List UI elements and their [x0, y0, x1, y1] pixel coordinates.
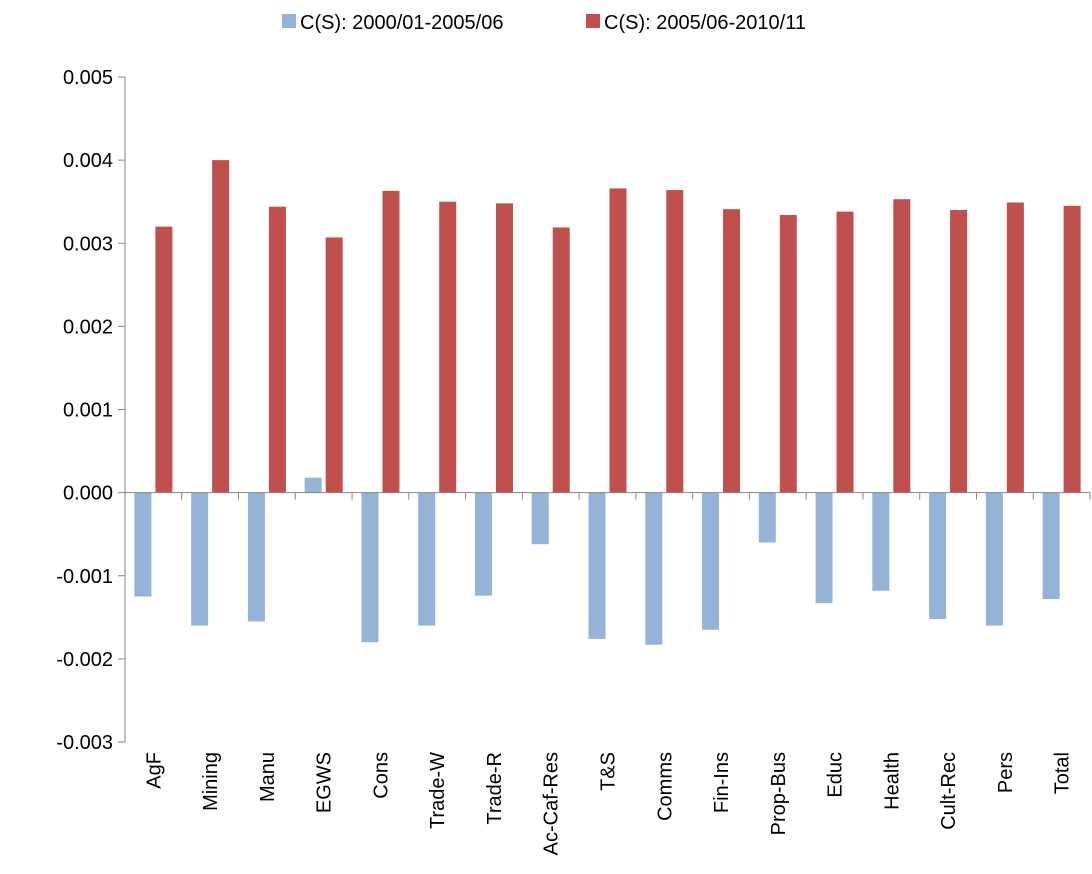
bar-series-2	[779, 214, 797, 493]
category-label: Cult-Rec	[938, 752, 960, 830]
y-tick-label: -0.003	[56, 732, 113, 754]
category-label: Manu	[257, 752, 279, 802]
category-label: Fin-Ins	[711, 752, 733, 813]
bar-series-1	[645, 492, 663, 645]
y-tick-label: 0.003	[63, 233, 113, 255]
category-label: Prop-Bus	[768, 752, 790, 835]
bar-series-1	[758, 492, 776, 543]
x-axis: AgF Mining Manu EGWS Cons Trade-W Trade-R Ac-Ca…	[124, 492, 1091, 855]
bar-series-1	[474, 492, 492, 596]
bar-series-1	[134, 492, 152, 597]
bar-series-2	[155, 226, 173, 493]
bar-series-2	[950, 210, 968, 493]
bar-series-2	[1006, 202, 1024, 493]
bar-series-1	[985, 492, 1003, 626]
category-label: Trade-W	[427, 752, 449, 829]
bars	[134, 160, 1081, 645]
bar-series-1	[531, 492, 549, 545]
bar-series-1	[815, 492, 833, 604]
bar-series-1	[702, 492, 720, 630]
bar-series-2	[268, 206, 286, 493]
category-label: Cons	[370, 752, 392, 799]
y-tick-label: -0.002	[56, 649, 113, 671]
category-label: AgF	[143, 752, 165, 789]
legend-label: C(S): 2000/01-2005/06	[300, 12, 503, 34]
bar-series-1	[588, 492, 606, 639]
bar-series-1	[418, 492, 436, 626]
bar-series-1	[929, 492, 947, 619]
category-label: Mining	[200, 752, 222, 811]
bar-series-2	[495, 203, 513, 493]
bar-series-2	[1063, 205, 1081, 493]
y-tick-label: 0.002	[63, 316, 113, 338]
bar-series-1	[304, 477, 322, 493]
bar-series-2	[439, 201, 457, 493]
bar-series-2	[212, 160, 230, 493]
bar-series-2	[609, 188, 627, 493]
category-label: T&S	[598, 752, 620, 791]
bar-series-2	[893, 199, 911, 493]
legend-swatch	[586, 14, 600, 28]
category-label: Health	[881, 752, 903, 810]
y-axis: 0.005 0.004 0.003 0.002 0.001 0.000 -0.001 -0.0…	[56, 67, 126, 754]
category-label: Educ	[825, 752, 847, 798]
bar-series-2	[836, 211, 854, 493]
category-label: Comms	[654, 752, 676, 821]
legend-swatch	[282, 14, 296, 28]
category-label: Pers	[995, 752, 1017, 793]
bar-series-1	[247, 492, 265, 622]
y-tick-label: 0.001	[63, 400, 113, 422]
legend-label: C(S): 2005/06-2010/11	[604, 12, 806, 34]
category-label: Trade-R	[484, 752, 506, 825]
y-tick-label: -0.001	[56, 566, 113, 588]
bar-series-1	[361, 492, 379, 643]
bar-series-2	[552, 227, 570, 493]
bar-series-2	[666, 190, 684, 493]
bar-series-1	[191, 492, 209, 626]
category-label: Ac-Caf-Res	[541, 752, 563, 855]
category-label: Total	[1052, 752, 1074, 794]
legend: C(S): 2000/01-2005/06 C(S): 2005/06-2010/…	[282, 12, 806, 34]
category-label: EGWS	[314, 752, 336, 813]
y-tick-label: 0.004	[63, 150, 113, 172]
bar-series-1	[1042, 492, 1060, 600]
bar-series-2	[382, 190, 400, 493]
bar-series-2	[723, 209, 741, 493]
y-tick-label: 0.005	[63, 67, 113, 89]
y-tick-label: 0.000	[63, 483, 113, 505]
bar-series-2	[325, 237, 343, 493]
bar-series-1	[872, 492, 890, 591]
